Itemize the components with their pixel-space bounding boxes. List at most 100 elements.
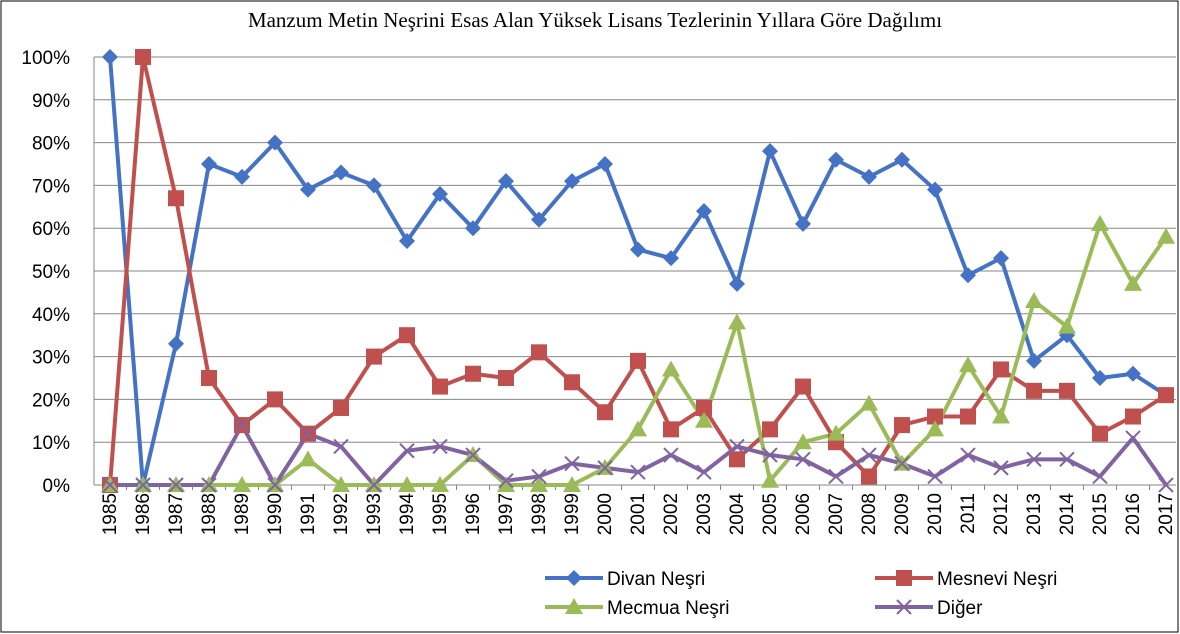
marker-diamond	[168, 335, 184, 352]
legend-label: Mecmua Neşri	[607, 598, 729, 619]
marker-square	[729, 451, 745, 468]
marker-x	[696, 464, 712, 480]
x-tick-label: 2013	[1024, 493, 1045, 535]
marker-triangle	[629, 420, 647, 437]
x-tick-label: 2015	[1090, 493, 1111, 535]
x-tick-label: 1986	[133, 493, 154, 535]
marker-diamond	[531, 211, 547, 228]
marker-diamond	[1125, 365, 1141, 382]
marker-triangle	[563, 476, 581, 492]
marker-triangle	[1058, 317, 1076, 334]
marker-x	[300, 425, 316, 442]
legend-marker	[896, 599, 912, 615]
marker-square	[498, 370, 514, 386]
marker-square	[762, 421, 778, 438]
marker-square	[861, 468, 877, 485]
marker-square	[201, 370, 217, 386]
x-tick-label: 1996	[463, 493, 484, 535]
x-tick-label: 1989	[232, 493, 253, 535]
marker-square	[795, 378, 811, 395]
marker-triangle	[827, 424, 845, 441]
x-tick-label: 2006	[793, 493, 814, 535]
y-tick-label: 100%	[21, 48, 70, 69]
marker-square	[135, 49, 151, 65]
marker-square	[564, 374, 580, 391]
x-tick-label: 1985	[100, 493, 121, 535]
marker-triangle	[761, 471, 779, 488]
y-tick-label: 90%	[32, 91, 70, 112]
x-tick-label: 2007	[826, 493, 847, 535]
marker-square	[927, 408, 943, 425]
x-tick-label: 2014	[1057, 493, 1078, 536]
marker-diamond	[894, 151, 910, 168]
marker-square	[432, 378, 448, 395]
x-tick-label: 2016	[1123, 493, 1144, 535]
marker-square	[1125, 408, 1141, 425]
marker-diamond	[300, 181, 316, 198]
marker-diamond	[861, 168, 877, 185]
marker-diamond	[762, 143, 778, 160]
marker-x	[1125, 430, 1141, 446]
marker-x	[366, 477, 382, 493]
x-tick-label: 2005	[760, 493, 781, 535]
marker-diamond	[102, 49, 118, 65]
marker-diamond	[201, 156, 217, 172]
x-tick-label: 1990	[265, 493, 286, 535]
chart-title: Manzum Metin Neşrini Esas Alan Yüksek Li…	[248, 8, 942, 32]
marker-triangle	[992, 407, 1010, 424]
marker-x	[168, 477, 184, 493]
marker-triangle	[530, 476, 548, 492]
x-tick-label: 2011	[958, 493, 979, 534]
marker-triangle	[431, 476, 449, 492]
marker-x	[828, 468, 844, 485]
y-tick-label: 40%	[32, 305, 70, 326]
marker-triangle	[398, 476, 416, 492]
legend: Divan Neşri Mesnevi Neşri Mecmua Neşri Diğe…	[545, 569, 1057, 619]
marker-triangle	[959, 356, 977, 373]
y-tick-label: 20%	[32, 390, 70, 411]
marker-x	[1092, 468, 1108, 485]
x-tick-label: 2012	[991, 493, 1012, 535]
marker-square	[1158, 387, 1174, 404]
marker-square	[465, 365, 481, 382]
x-tick-label: 2009	[892, 493, 913, 535]
marker-triangle	[497, 476, 515, 492]
marker-diamond	[696, 203, 712, 220]
legend-marker	[565, 598, 583, 614]
marker-diamond	[399, 233, 415, 250]
marker-x	[267, 477, 283, 493]
x-tick-label: 2003	[694, 493, 715, 535]
x-tick-label: 1999	[562, 493, 583, 535]
x-tick-label: 2004	[727, 493, 748, 536]
x-tick-label: 1998	[529, 493, 550, 535]
marker-diamond	[960, 267, 976, 284]
marker-diamond	[927, 181, 943, 198]
marker-x	[234, 417, 250, 433]
marker-diamond	[432, 185, 448, 202]
x-tick-label: 1987	[166, 493, 187, 535]
marker-x	[135, 477, 151, 493]
marker-x	[498, 473, 514, 489]
marker-diamond	[630, 241, 646, 258]
marker-diamond	[795, 215, 811, 232]
x-tick-label: 2001	[628, 493, 649, 535]
x-tick-label: 1997	[496, 493, 517, 535]
marker-x	[333, 438, 349, 455]
marker-diamond	[267, 134, 283, 151]
marker-square	[1092, 425, 1108, 442]
marker-diamond	[366, 177, 382, 194]
marker-square	[993, 361, 1009, 378]
marker-triangle	[1124, 274, 1142, 291]
marker-triangle	[926, 420, 944, 437]
marker-triangle	[695, 411, 713, 428]
marker-square	[696, 399, 712, 416]
x-tick-label: 1992	[331, 493, 352, 535]
marker-x	[1026, 451, 1042, 468]
marker-diamond	[498, 173, 514, 190]
x-tick-label: 2008	[859, 493, 880, 535]
marker-diamond	[993, 250, 1009, 267]
legend-label: Mesnevi Neşri	[937, 569, 1057, 590]
marker-square	[894, 417, 910, 434]
marker-x	[729, 438, 745, 455]
